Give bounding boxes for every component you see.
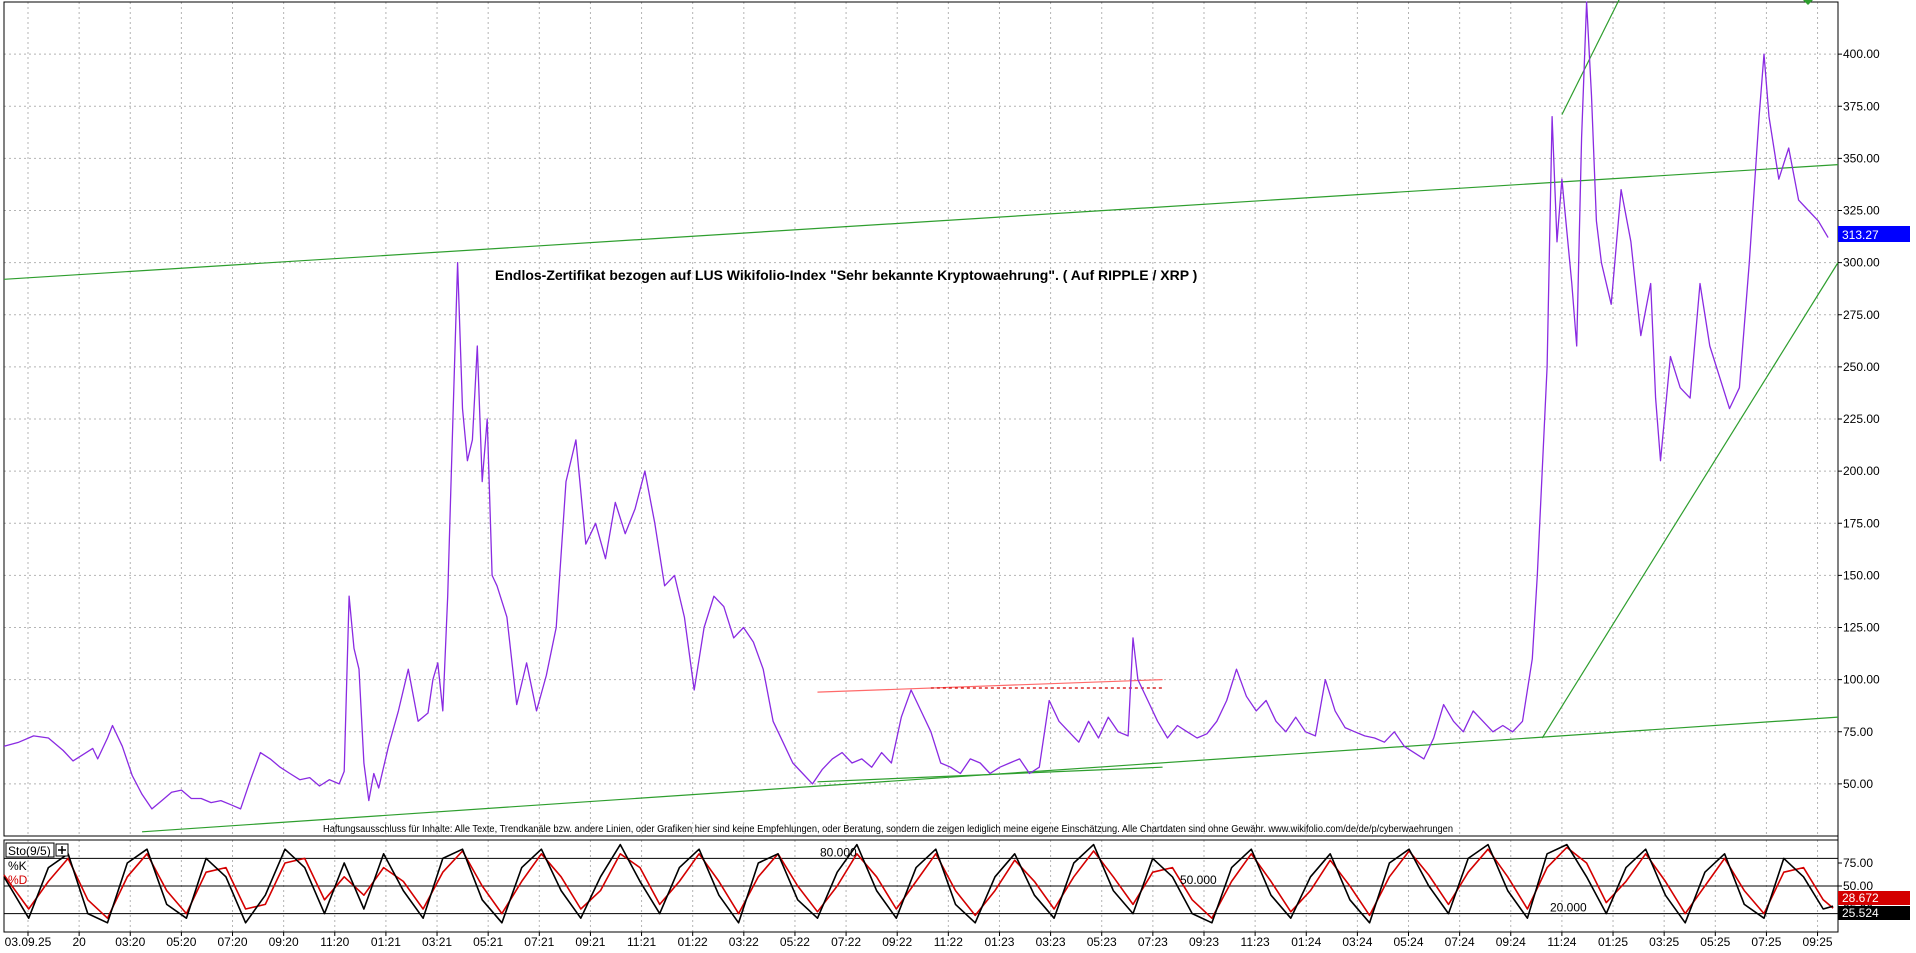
indicator-label-box[interactable] <box>5 842 55 858</box>
d-value: 25.524 <box>1842 906 1879 920</box>
x-tick-label: 07:23 <box>1138 935 1168 948</box>
x-tick-label: 05:23 <box>1087 935 1117 948</box>
x-tick-label: 01:23 <box>984 935 1014 948</box>
ind-y-tick-label: 75.00 <box>1843 856 1873 870</box>
y-tick-label: 100.00 <box>1843 673 1880 687</box>
x-tick-label: 09:24 <box>1496 935 1526 948</box>
y-tick-label: 175.00 <box>1843 516 1880 530</box>
x-tick-label: 07:24 <box>1445 935 1475 948</box>
x-tick-label: 09:20 <box>269 935 299 948</box>
price-grid <box>4 2 1838 836</box>
x-tick-label: 03:25 <box>1649 935 1679 948</box>
price-series <box>3 1 1829 810</box>
x-tick-label: 01:24 <box>1291 935 1321 948</box>
x-tick-label: 05:25 <box>1700 935 1730 948</box>
legend-k: %K <box>8 859 27 873</box>
scroll-marker-icon[interactable] <box>1803 0 1813 5</box>
x-tick-label: 03.09.25 <box>5 935 52 948</box>
y-tick-label: 225.00 <box>1843 412 1880 426</box>
y-tick-label: 300.00 <box>1843 256 1880 270</box>
k-value-badge <box>1838 891 1910 905</box>
x-tick-label: 11:20 <box>320 935 349 948</box>
indicator-label: Sto(9/5) <box>8 844 51 858</box>
trendlines <box>3 0 1839 833</box>
reference-level-label: 20.000 <box>1550 901 1587 915</box>
y-tick-label: 400.00 <box>1843 47 1880 61</box>
reference-level-label: 50.000 <box>1180 873 1217 887</box>
stochastic-series <box>3 843 1834 924</box>
trendline <box>817 679 1163 693</box>
time-axis: 03.09.25 20 03:20 05:20 07:20 09:20 11:20 01:21… <box>5 932 1833 949</box>
x-tick-label: 11:22 <box>934 935 963 948</box>
reference-level-label: 80.000 <box>820 845 857 859</box>
y-tick-label: 250.00 <box>1843 360 1880 374</box>
last-price-badge <box>1838 226 1910 242</box>
x-tick-label: 01:22 <box>678 935 708 948</box>
x-tick-label: 20 <box>72 935 86 948</box>
trendline <box>1541 262 1839 739</box>
last-price-value: 313.27 <box>1842 228 1879 242</box>
x-tick-label: 11:23 <box>1241 935 1270 948</box>
x-tick-label: 09:22 <box>882 935 912 948</box>
price-line <box>3 1 1829 810</box>
chart-disclaimer: Haftungsausschluss für Inhalte: Alle Tex… <box>323 824 1453 835</box>
x-tick-label: 03:20 <box>115 935 145 948</box>
d-value-badge <box>1838 906 1910 920</box>
k-value: 28.672 <box>1842 891 1879 905</box>
price-axis: 400.00 375.00 350.00 325.00 300.00 275.00 250.… <box>1838 47 1880 791</box>
x-tick-label: 05:21 <box>473 935 503 948</box>
x-tick-label: 07:20 <box>218 935 248 948</box>
y-tick-label: 200.00 <box>1843 464 1880 478</box>
y-tick-label: 150.00 <box>1843 568 1880 582</box>
x-tick-label: 01:21 <box>371 935 401 948</box>
x-tick-label: 07:21 <box>524 935 554 948</box>
x-tick-label: 11:24 <box>1547 935 1576 948</box>
ind-y-tick-label: 50.00 <box>1843 879 1873 893</box>
y-tick-label: 375.00 <box>1843 99 1880 113</box>
x-tick-label: 09:25 <box>1803 935 1833 948</box>
chart-title: Endlos-Zertifikat bezogen auf LUS Wikifo… <box>495 267 1197 283</box>
trendline <box>817 766 1163 783</box>
trendline <box>1561 0 1620 115</box>
y-tick-label: 75.00 <box>1843 725 1873 739</box>
x-tick-label: 03:23 <box>1036 935 1066 948</box>
x-tick-label: 09:23 <box>1189 935 1219 948</box>
x-tick-label: 03:24 <box>1342 935 1372 948</box>
stochastic-k-line <box>3 843 1834 924</box>
y-tick-label: 275.00 <box>1843 308 1880 322</box>
y-tick-label: 350.00 <box>1843 151 1880 165</box>
trendline <box>3 164 1839 280</box>
x-tick-label: 05:20 <box>166 935 196 948</box>
x-tick-label: 07:25 <box>1751 935 1781 948</box>
y-tick-label: 325.00 <box>1843 204 1880 218</box>
x-tick-label: 07:22 <box>831 935 861 948</box>
x-tick-label: 05:24 <box>1393 935 1423 948</box>
x-tick-label: 11:21 <box>627 935 656 948</box>
legend-d: %D <box>8 873 28 887</box>
y-tick-label: 50.00 <box>1843 777 1873 791</box>
x-tick-label: 03:21 <box>422 935 452 948</box>
x-tick-label: 09:21 <box>575 935 605 948</box>
x-tick-label: 03:22 <box>729 935 759 948</box>
x-tick-label: 05:22 <box>780 935 810 948</box>
x-tick-label: 01:25 <box>1598 935 1628 948</box>
y-tick-label: 125.00 <box>1843 621 1880 635</box>
